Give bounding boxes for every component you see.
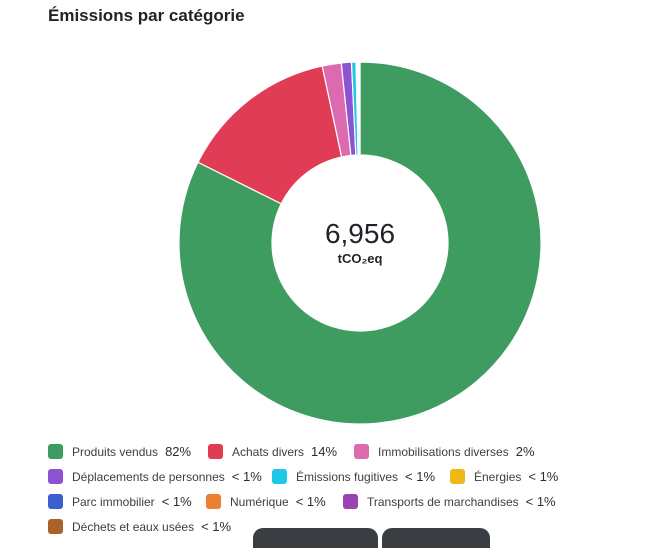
- total-emissions-unit: tCO₂eq: [337, 251, 383, 266]
- legend-item[interactable]: Immobilisations diverses 2%: [354, 444, 535, 459]
- legend-item[interactable]: Énergies < 1%: [450, 469, 558, 484]
- legend-value: 2%: [515, 444, 535, 459]
- legend-swatch: [354, 444, 369, 459]
- legend-value: < 1%: [201, 519, 232, 534]
- legend-value: 82%: [165, 444, 192, 459]
- legend-label: Déchets et eaux usées: [72, 519, 195, 534]
- legend-value: < 1%: [525, 494, 556, 509]
- total-emissions-value: 6,956: [324, 218, 396, 249]
- legend-value: < 1%: [405, 469, 436, 484]
- donut-slice-10[interactable]: [358, 61, 361, 156]
- legend-swatch: [48, 469, 63, 484]
- legend-item[interactable]: Produits vendus 82%: [48, 444, 191, 459]
- legend-item[interactable]: Déchets et eaux usées < 1%: [48, 519, 231, 534]
- legend-label: Immobilisations diverses: [378, 444, 509, 459]
- bottom-tab: [253, 528, 378, 548]
- legend-label: Déplacements de personnes: [72, 469, 225, 484]
- donut-chart: [178, 61, 542, 425]
- legend-label: Achats divers: [232, 444, 305, 459]
- bottom-tab: [382, 528, 490, 548]
- legend-swatch: [450, 469, 465, 484]
- legend-item[interactable]: Transports de marchandises < 1%: [343, 494, 556, 509]
- legend-item[interactable]: Déplacements de personnes < 1%: [48, 469, 262, 484]
- legend-swatch: [48, 444, 63, 459]
- legend-value: < 1%: [295, 494, 326, 509]
- legend-label: Transports de marchandises: [367, 494, 519, 509]
- legend-label: Émissions fugitives: [296, 469, 399, 484]
- legend-label: Numérique: [230, 494, 289, 509]
- legend-item[interactable]: Émissions fugitives < 1%: [272, 469, 435, 484]
- legend-label: Parc immobilier: [72, 494, 155, 509]
- legend-label: Énergies: [474, 469, 522, 484]
- legend-value: < 1%: [231, 469, 262, 484]
- legend-swatch: [272, 469, 287, 484]
- legend-swatch: [206, 494, 221, 509]
- legend-item[interactable]: Parc immobilier < 1%: [48, 494, 192, 509]
- legend-item[interactable]: Numérique < 1%: [206, 494, 326, 509]
- legend-value: < 1%: [161, 494, 192, 509]
- legend-item[interactable]: Achats divers 14%: [208, 444, 337, 459]
- legend-swatch: [48, 494, 63, 509]
- legend-label: Produits vendus: [72, 444, 159, 459]
- chart-title: Émissions par catégorie: [48, 6, 245, 25]
- legend-value: < 1%: [528, 469, 559, 484]
- legend-swatch: [208, 444, 223, 459]
- legend-value: 14%: [311, 444, 338, 459]
- legend-swatch: [48, 519, 63, 534]
- donut-slice-1[interactable]: [178, 61, 542, 425]
- legend-swatch: [343, 494, 358, 509]
